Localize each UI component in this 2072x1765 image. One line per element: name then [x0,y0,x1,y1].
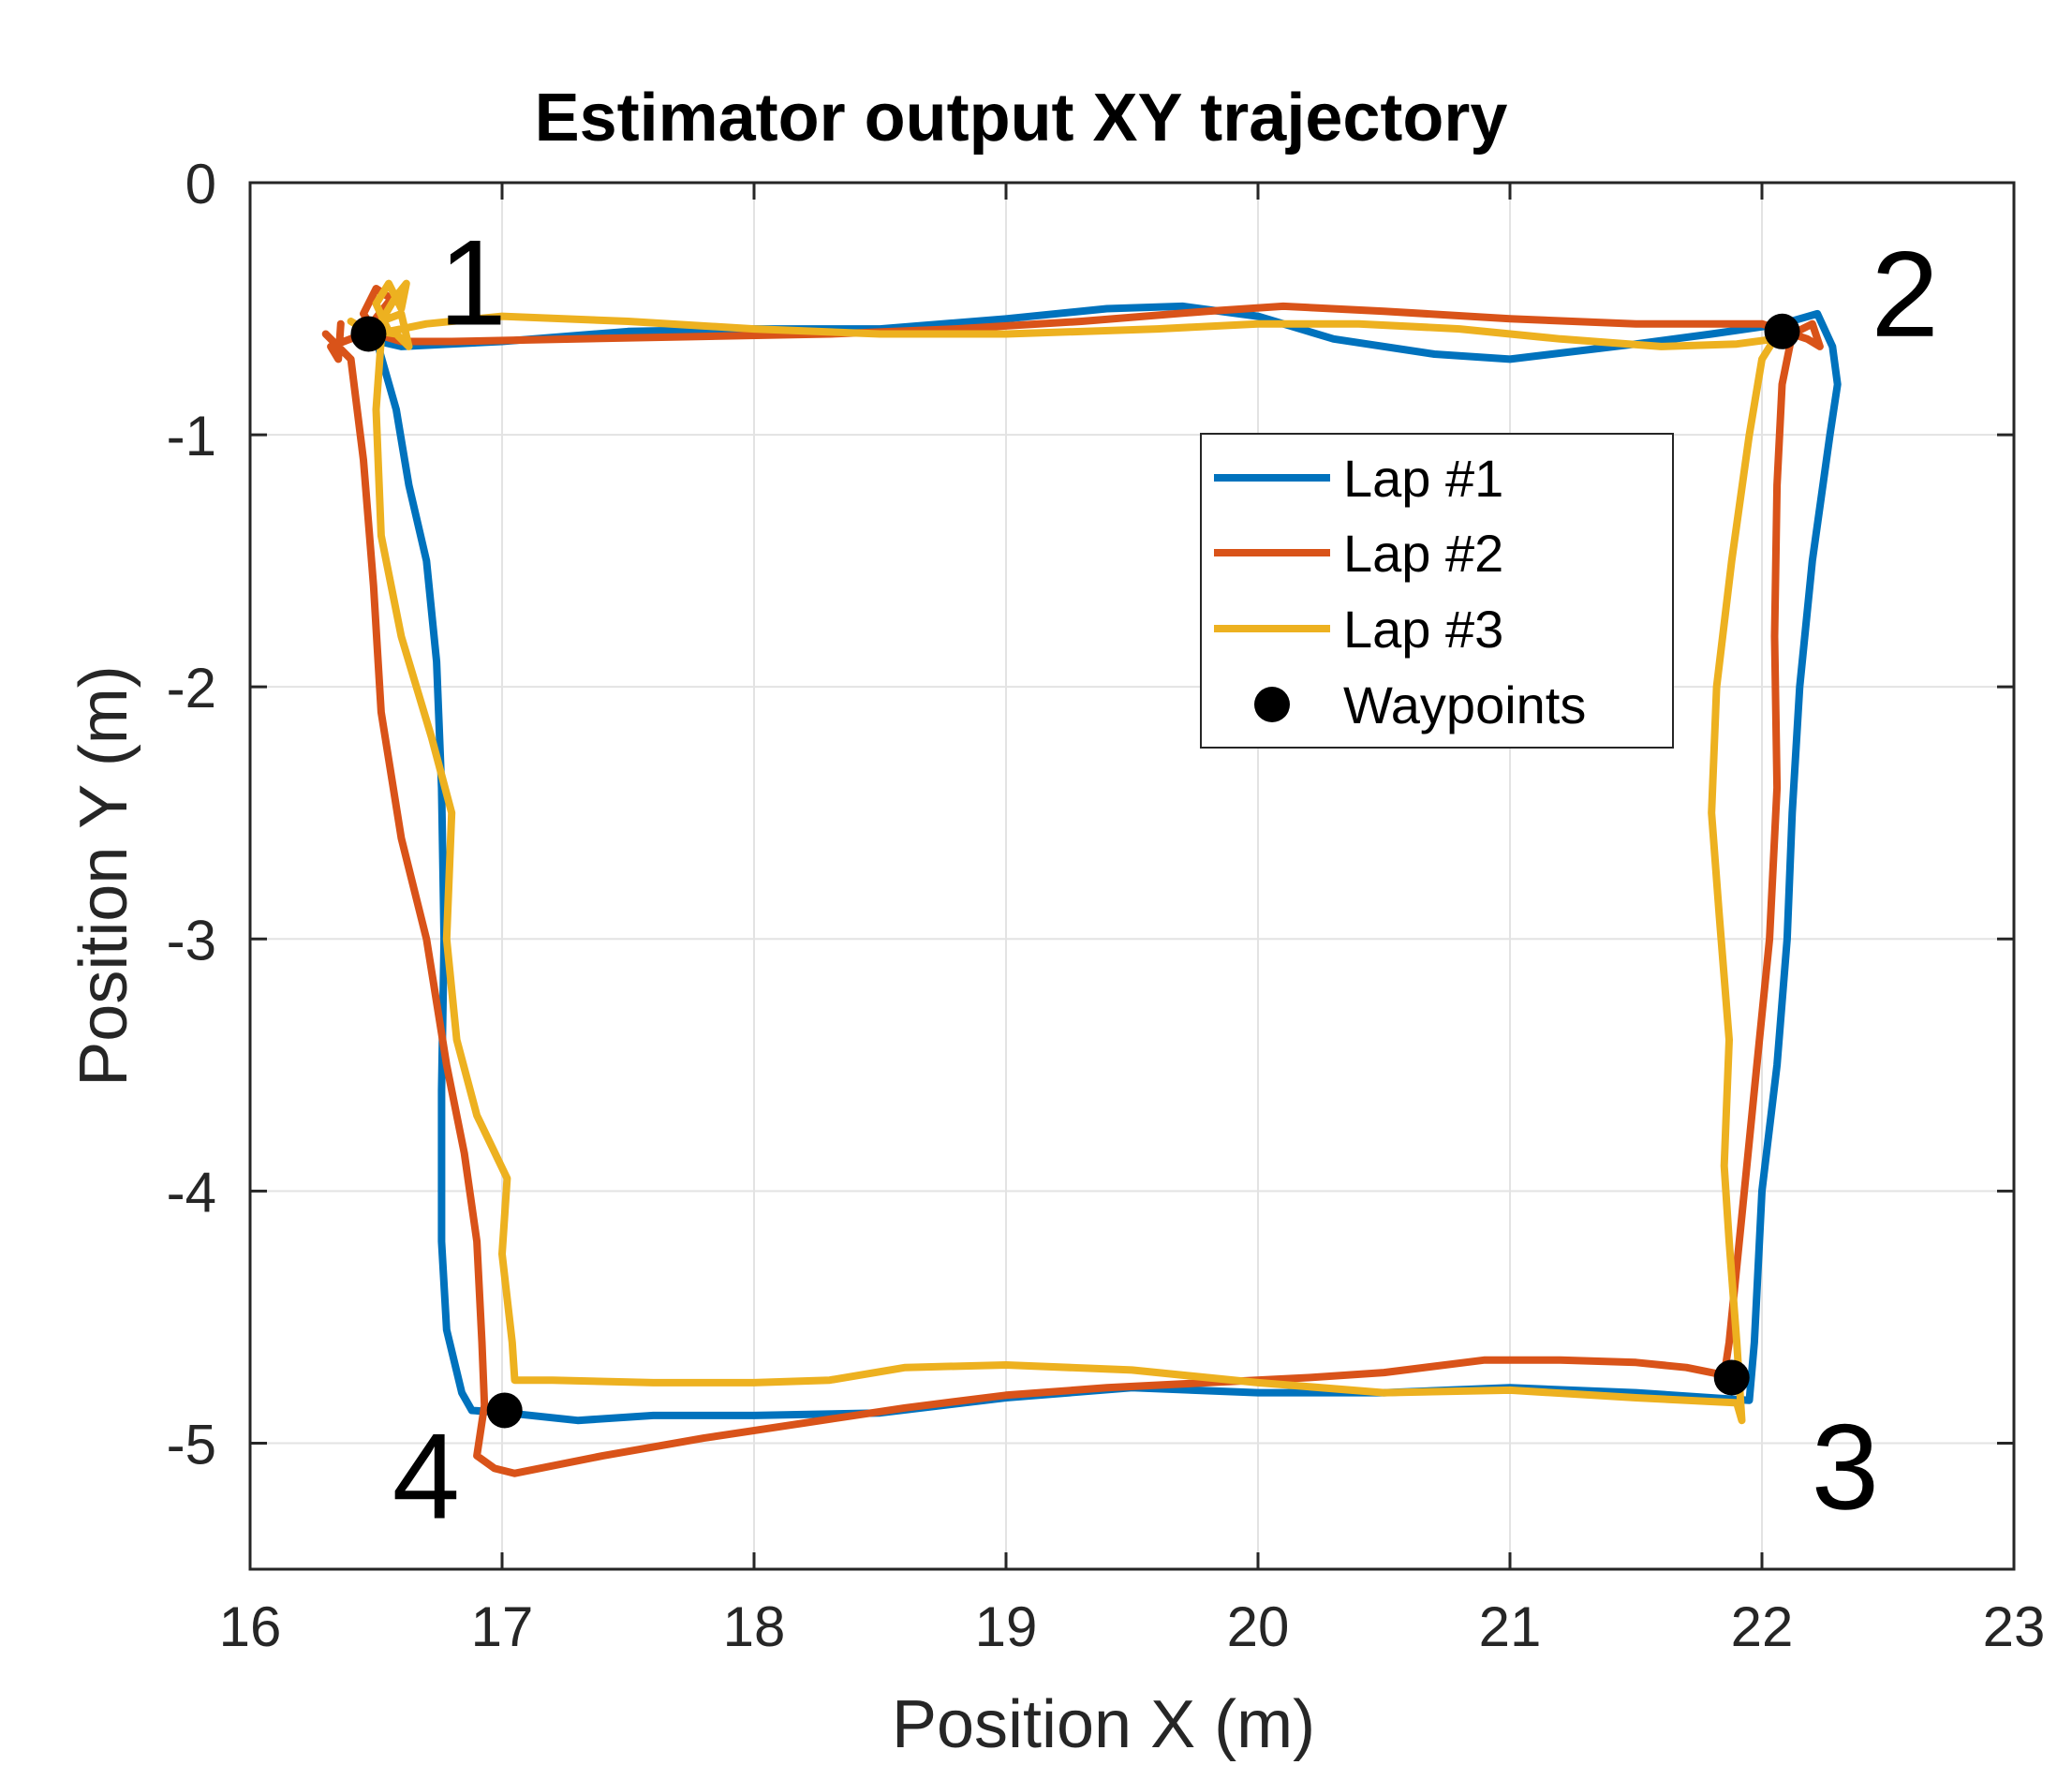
x-tick-label: 18 [723,1595,786,1658]
waypoint-label: 4 [392,1407,460,1544]
legend-label-lap-3: Lap #3 [1343,600,1503,659]
x-tick-label: 22 [1731,1595,1794,1658]
waypoint-marker [350,316,387,352]
x-tick-label: 20 [1227,1595,1290,1658]
x-tick-label: 21 [1479,1595,1542,1658]
series-group [321,279,1842,1477]
x-tick-labels: 16 17 18 19 20 21 22 23 [219,1595,2046,1658]
plot-area-frame [248,181,2016,1571]
x-tick-label: 16 [219,1595,282,1658]
waypoint-label: 3 [1812,1398,1879,1535]
y-tick-label: -3 [167,909,216,971]
waypoint-marker [486,1392,523,1429]
legend-label-waypoints: Waypoints [1343,675,1586,734]
x-tick-label: 19 [975,1595,1038,1658]
y-tick-label: -4 [167,1161,216,1224]
legend: Lap #1 Lap #2 Lap #3 Waypoints [1200,433,1674,749]
waypoint-marker [1713,1359,1750,1396]
y-tick-label: -2 [167,657,216,719]
x-tick-label: 23 [1983,1595,2046,1658]
series-line-lap-2 [321,285,1824,1477]
legend-marker-waypoints [1254,687,1290,722]
waypoint-labels: 1 2 3 4 [392,214,1939,1544]
waypoint-marker [1764,313,1800,349]
series-line-lap-3 [347,279,1779,1425]
y-tick-labels: 0 -1 -2 -3 -4 -5 [167,153,216,1476]
axis-ticks [248,181,2016,1569]
x-axis-label: Position X (m) [892,1687,1315,1762]
waypoint-markers [350,313,1800,1429]
waypoint-label: 1 [438,214,506,350]
legend-label-lap-1: Lap #1 [1343,449,1503,508]
y-tick-label: -5 [167,1413,216,1476]
chart-title: Estimator output XY trajectory [535,81,1508,156]
waypoint-label: 2 [1872,226,1939,363]
legend-label-lap-2: Lap #2 [1343,524,1503,583]
y-axis-label: Position Y (m) [67,665,141,1087]
y-tick-label: -1 [167,405,216,467]
x-tick-label: 17 [471,1595,534,1658]
y-tick-label: 0 [185,153,216,215]
